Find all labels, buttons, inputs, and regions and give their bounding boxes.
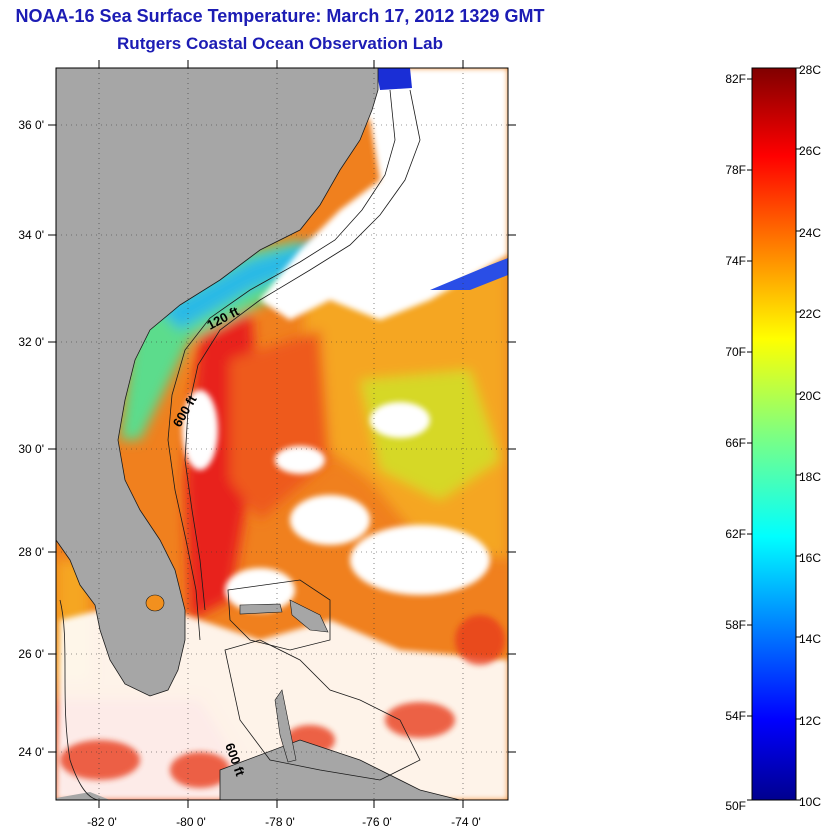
map-imagery: 120 ft 600 ft 600 ft — [56, 68, 508, 800]
lat-label: 36 0' — [18, 118, 44, 132]
c-label: 16C — [799, 551, 821, 565]
f-label: 62F — [725, 527, 746, 541]
colorbar-f-labels: 82F 78F 74F 70F 66F 62F 58F 54F 50F — [725, 72, 746, 813]
f-label: 78F — [725, 163, 746, 177]
lat-label: 32 0' — [18, 335, 44, 349]
c-label: 20C — [799, 389, 821, 403]
lat-label: 24 0' — [18, 745, 44, 759]
axis-ticks — [48, 60, 516, 808]
colorbar-ticks — [747, 67, 801, 801]
south-sst-speckles — [60, 615, 505, 788]
lat-label: 26 0' — [18, 647, 44, 661]
lon-label: -74 0' — [451, 815, 481, 829]
lat-label: 30 0' — [18, 442, 44, 456]
lon-label: -76 0' — [362, 815, 392, 829]
lat-label: 34 0' — [18, 228, 44, 242]
cold-water-patch — [376, 68, 412, 90]
c-label: 24C — [799, 226, 821, 240]
c-label: 14C — [799, 632, 821, 646]
map-frame — [55, 67, 509, 801]
graticule — [56, 68, 508, 800]
c-label: 12C — [799, 714, 821, 728]
lon-label: -80 0' — [176, 815, 206, 829]
shelf-cyan-water — [160, 240, 330, 330]
lon-label: -82 0' — [87, 815, 117, 829]
land-grand-bahama — [239, 603, 283, 615]
map-title: NOAA-16 Sea Surface Temperature: March 1… — [15, 6, 545, 26]
f-label: 66F — [725, 436, 746, 450]
land-southeast-us — [56, 68, 379, 697]
cold-front-edge — [430, 258, 508, 290]
c-label: 28C — [799, 63, 821, 77]
land-andros-island — [274, 689, 297, 763]
f-label: 70F — [725, 345, 746, 359]
c-label: 18C — [799, 470, 821, 484]
land-abaco-island — [289, 599, 329, 633]
c-label: 26C — [799, 144, 821, 158]
colorbar-c-labels: 28C 26C 24C 22C 20C 18C 16C 14C 12C 10C — [799, 63, 821, 809]
c-label: 10C — [799, 795, 821, 809]
f-label: 58F — [725, 618, 746, 632]
colorbar — [751, 67, 797, 801]
lon-label: -78 0' — [265, 815, 295, 829]
c-label: 22C — [799, 307, 821, 321]
f-label: 82F — [725, 72, 746, 86]
map-subtitle: Rutgers Coastal Ocean Observation Lab — [117, 34, 443, 53]
land-cuba-west — [56, 792, 110, 800]
latitude-labels: 36 0' 34 0' 32 0' 30 0' 28 0' 26 0' 24 0… — [18, 118, 44, 759]
longitude-labels: -82 0' -80 0' -78 0' -76 0' -74 0' — [87, 815, 481, 829]
lat-label: 28 0' — [18, 545, 44, 559]
f-label: 74F — [725, 254, 746, 268]
f-label: 50F — [725, 799, 746, 813]
lake-okeechobee — [145, 594, 165, 612]
land-cuba — [219, 739, 461, 800]
f-label: 54F — [725, 709, 746, 723]
isobath-contours — [59, 89, 421, 800]
